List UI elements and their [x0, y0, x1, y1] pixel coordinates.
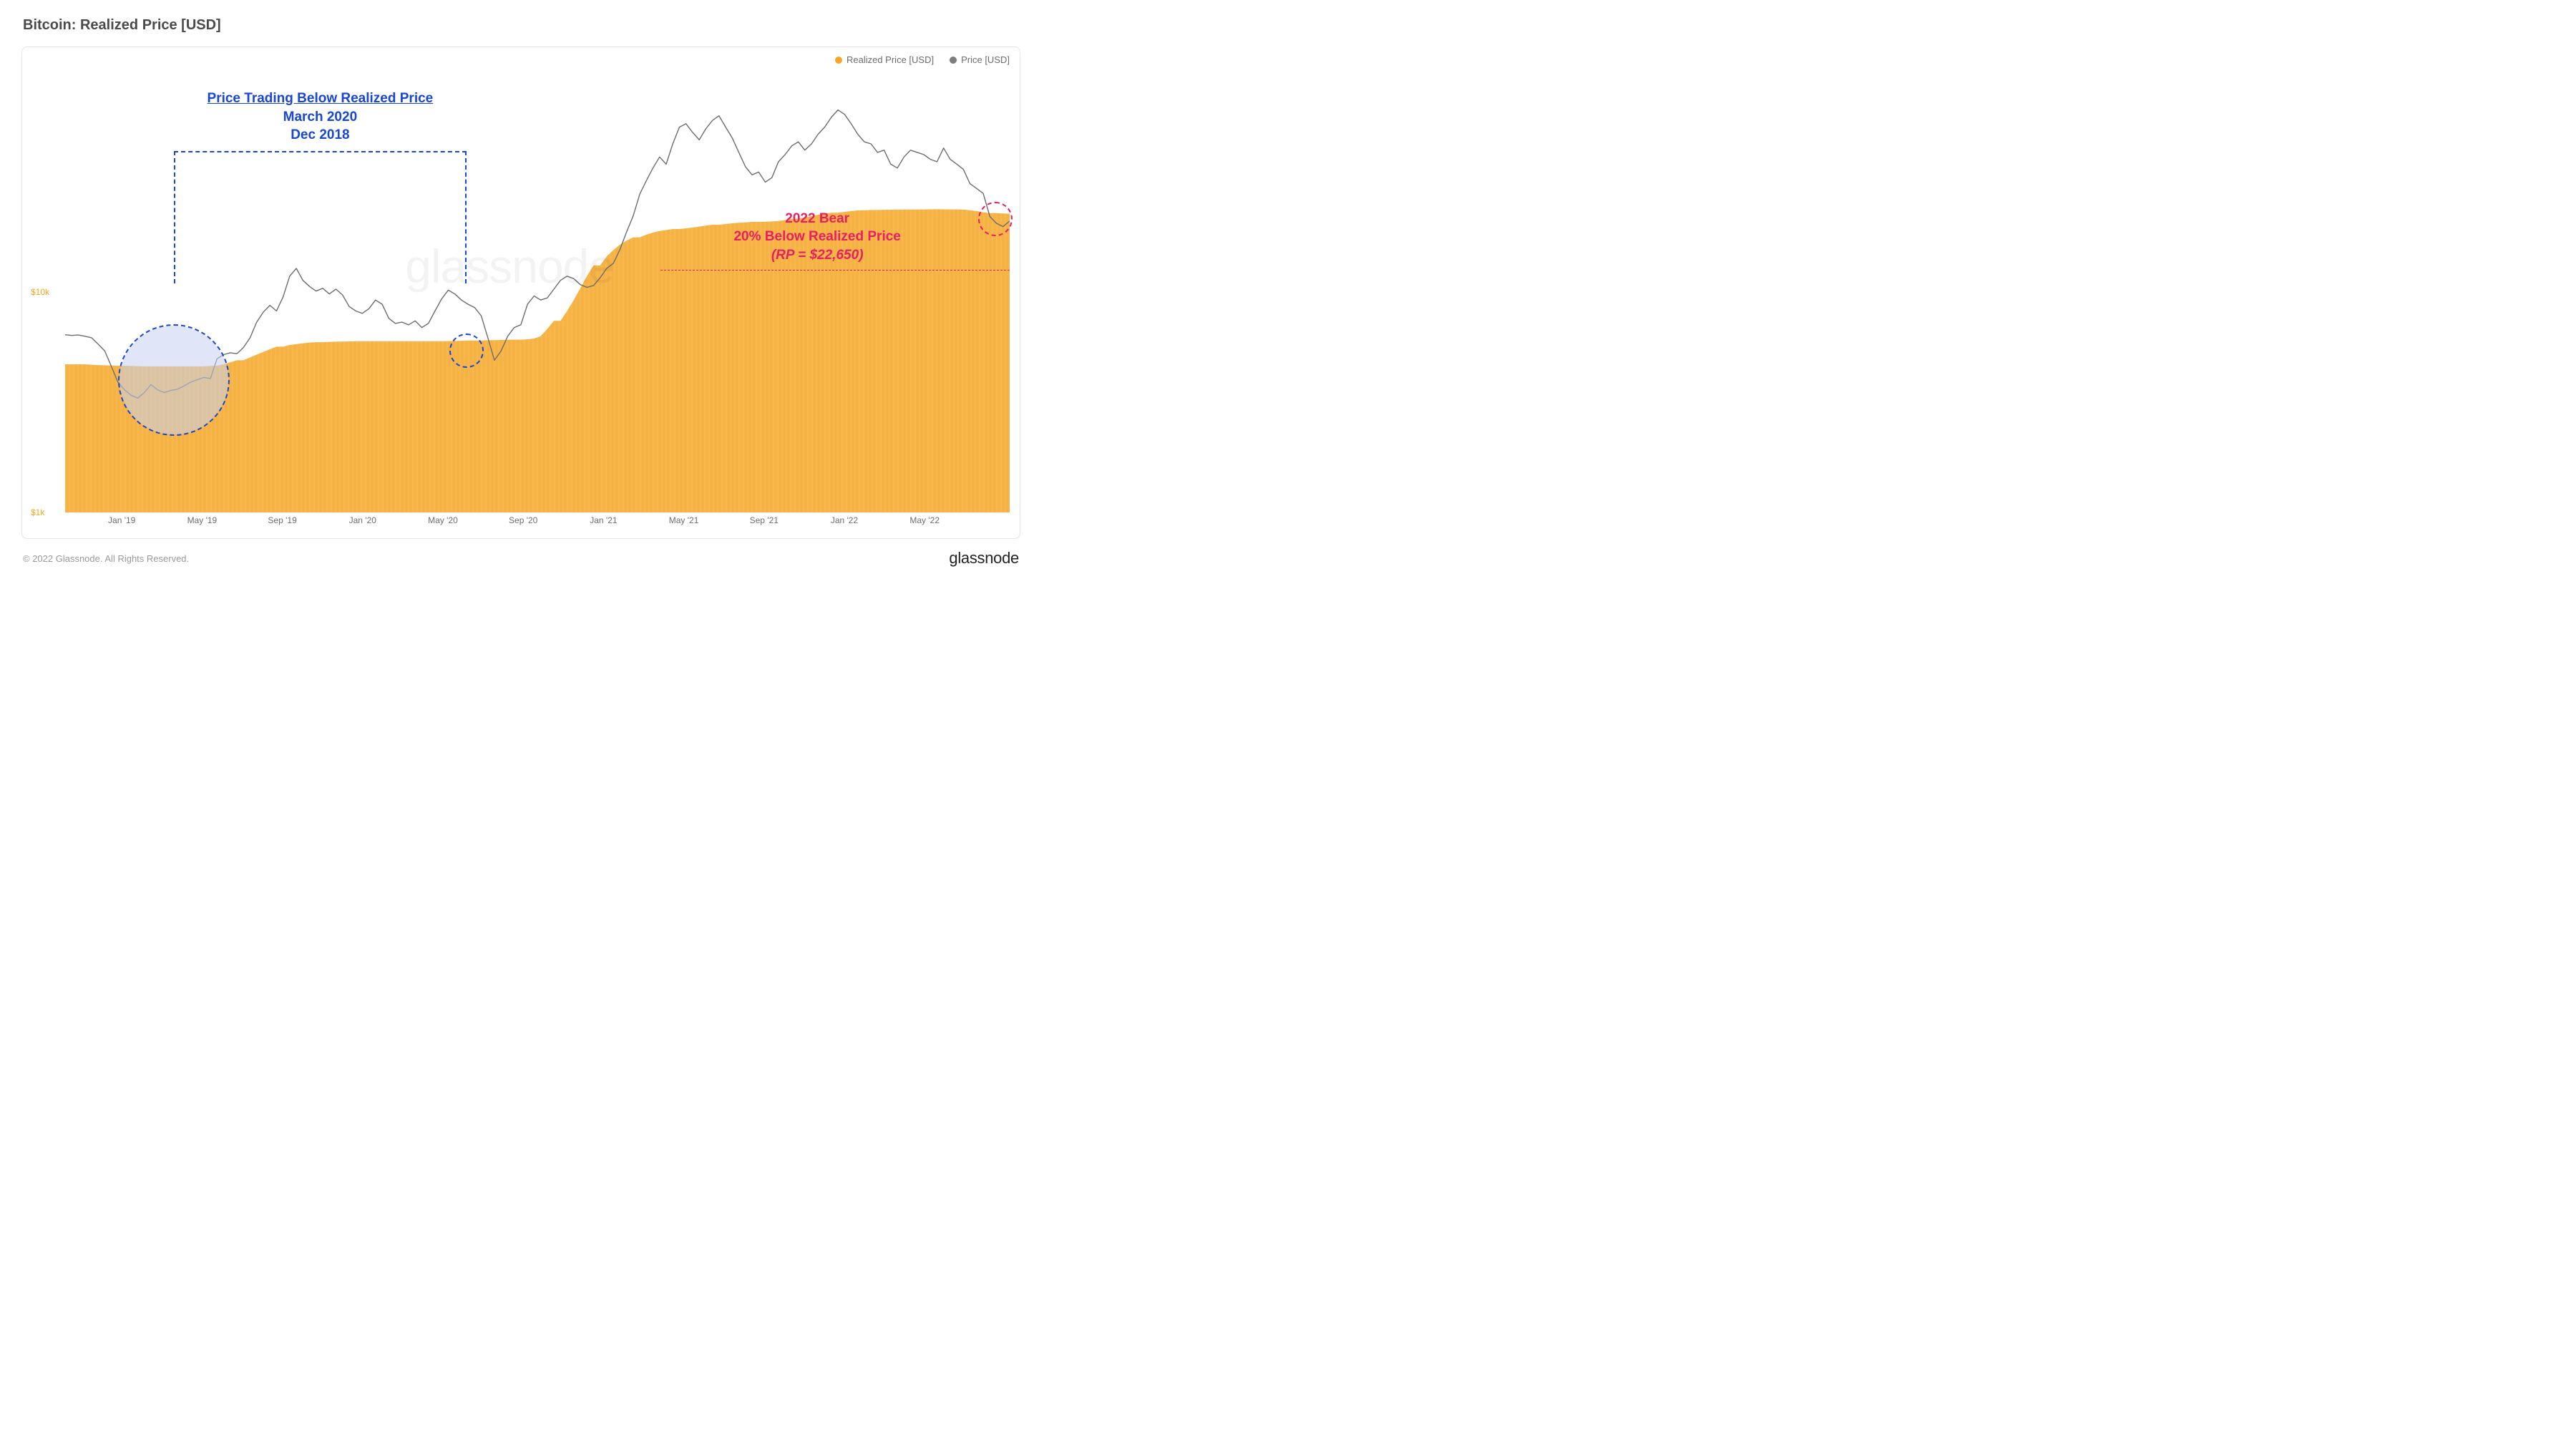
x-tick-label: May '20 — [428, 515, 458, 525]
legend-dot-price — [950, 57, 957, 64]
x-tick-label: Sep '21 — [750, 515, 779, 525]
chart-plot: glassnode Price Trading Below Realized P… — [65, 72, 1010, 512]
legend-item-price: Price [USD] — [950, 54, 1010, 65]
x-tick-label: Sep '20 — [509, 515, 537, 525]
x-axis: Jan '19 May '19 Sep '19 Jan '20 May '20 Sep '… — [65, 515, 1010, 531]
copyright-text: © 2022 Glassnode. All Rights Reserved. — [23, 553, 189, 564]
x-tick-label: May '22 — [909, 515, 940, 525]
chart-container: Realized Price [USD] Price [USD] $1k $10… — [21, 47, 1020, 539]
legend-label-realized: Realized Price [USD] — [847, 54, 934, 65]
legend-item-realized: Realized Price [USD] — [835, 54, 934, 65]
x-tick-label: Jan '20 — [349, 515, 376, 525]
x-tick-label: May '21 — [669, 515, 699, 525]
chart-title: Bitcoin: Realized Price [USD] — [23, 17, 1020, 34]
x-tick-label: Sep '19 — [268, 515, 296, 525]
y-tick-label: $10k — [31, 287, 49, 297]
legend-label-price: Price [USD] — [961, 54, 1010, 65]
x-tick-label: Jan '21 — [590, 515, 617, 525]
y-tick-label: $1k — [31, 507, 44, 517]
legend-dot-realized — [835, 57, 842, 64]
x-tick-label: May '19 — [187, 515, 218, 525]
brand-logo: glassnode — [949, 549, 1019, 568]
legend: Realized Price [USD] Price [USD] — [835, 54, 1010, 65]
x-tick-label: Jan '22 — [831, 515, 858, 525]
x-tick-label: Jan '19 — [108, 515, 135, 525]
